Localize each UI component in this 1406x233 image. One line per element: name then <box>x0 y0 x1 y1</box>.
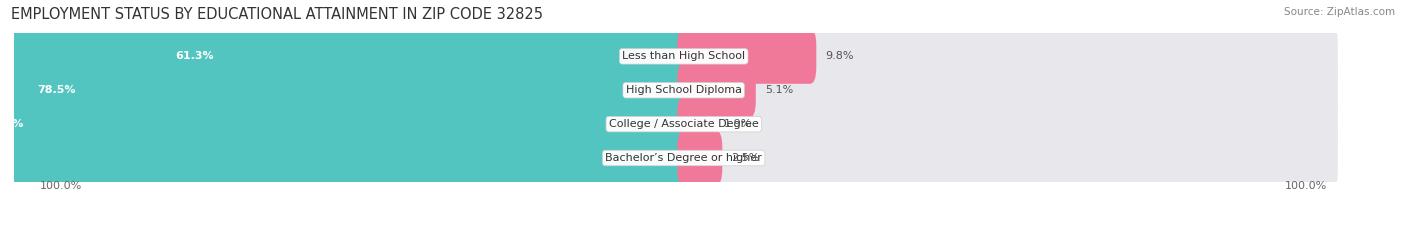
Text: 85.0%: 85.0% <box>0 119 24 129</box>
FancyBboxPatch shape <box>678 29 817 84</box>
Text: 100.0%: 100.0% <box>39 181 82 191</box>
Text: College / Associate Degree: College / Associate Degree <box>609 119 759 129</box>
Text: 9.8%: 9.8% <box>825 51 853 61</box>
Text: 1.9%: 1.9% <box>724 119 752 129</box>
FancyBboxPatch shape <box>30 86 1339 162</box>
FancyBboxPatch shape <box>30 120 1339 196</box>
FancyBboxPatch shape <box>0 97 690 152</box>
FancyBboxPatch shape <box>30 53 1339 128</box>
FancyBboxPatch shape <box>30 19 1339 94</box>
Text: Less than High School: Less than High School <box>621 51 745 61</box>
Text: Source: ZipAtlas.com: Source: ZipAtlas.com <box>1284 7 1395 17</box>
Text: 5.1%: 5.1% <box>765 85 793 95</box>
Text: 78.5%: 78.5% <box>38 85 76 95</box>
FancyBboxPatch shape <box>678 130 723 185</box>
Text: High School Diploma: High School Diploma <box>626 85 742 95</box>
FancyBboxPatch shape <box>678 97 714 152</box>
Text: Bachelor’s Degree or higher: Bachelor’s Degree or higher <box>605 153 762 163</box>
Text: 100.0%: 100.0% <box>1285 181 1327 191</box>
Text: 2.5%: 2.5% <box>731 153 759 163</box>
Text: EMPLOYMENT STATUS BY EDUCATIONAL ATTAINMENT IN ZIP CODE 32825: EMPLOYMENT STATUS BY EDUCATIONAL ATTAINM… <box>11 7 543 22</box>
FancyBboxPatch shape <box>0 130 690 185</box>
FancyBboxPatch shape <box>0 63 690 118</box>
FancyBboxPatch shape <box>678 63 756 118</box>
FancyBboxPatch shape <box>0 29 690 84</box>
Text: 61.3%: 61.3% <box>174 51 214 61</box>
